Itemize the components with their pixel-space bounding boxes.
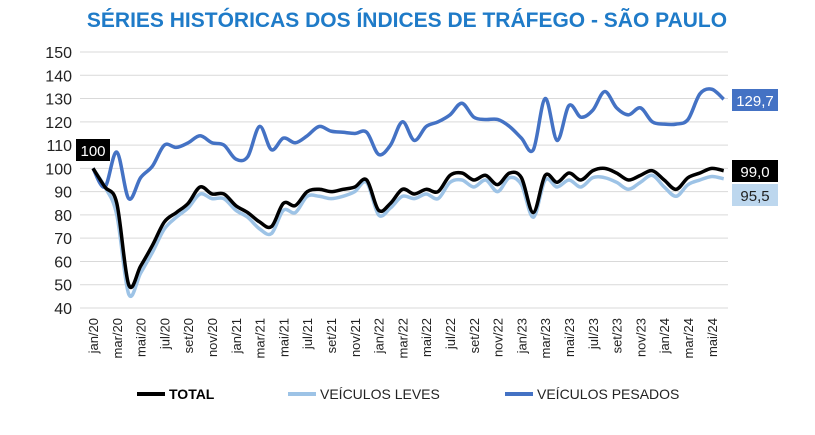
legend-label-pesados: VEÍCULOS PESADOS [537, 386, 679, 402]
legend: TOTAL VEÍCULOS LEVES VEÍCULOS PESADOS [137, 386, 679, 402]
legend-label-leves: VEÍCULOS LEVES [320, 386, 440, 402]
end-label-box [732, 160, 778, 182]
end-label: 99,0 [740, 164, 769, 181]
series-line-ve-culos-leves [91, 167, 725, 298]
chart-title: SÉRIES HISTÓRICAS DOS ÍNDICES DE TRÁFEGO… [87, 8, 727, 32]
start-label: 100 [80, 143, 105, 160]
y-tick-label: 110 [46, 138, 72, 155]
series-line-ve-culos-pesados [91, 87, 725, 201]
y-tick-label: 150 [45, 45, 72, 62]
x-tick-label: jul/22 [443, 318, 458, 350]
x-tick-label: nov/21 [348, 318, 363, 357]
end-label-box [732, 89, 778, 111]
y-tick-label: 60 [54, 254, 72, 271]
x-tick-label: mai/21 [276, 318, 291, 357]
legend-label-total: TOTAL [169, 386, 215, 402]
x-tick-label: jul/23 [586, 318, 601, 350]
series-line-total [91, 166, 725, 289]
x-tick-label: jan/22 [372, 318, 387, 354]
y-tick-label: 130 [45, 92, 72, 109]
x-tick-label: jan/23 [514, 318, 529, 354]
x-tick-label: jan/21 [229, 318, 244, 354]
x-tick-label: nov/22 [491, 318, 506, 357]
x-tick-label: jul/20 [157, 318, 172, 350]
x-tick-label: set/22 [467, 318, 482, 353]
y-tick-label: 90 [54, 185, 72, 202]
data-labels: 129,7 99,0 95,5 100 [76, 89, 778, 206]
x-tick-label: mai/20 [134, 318, 149, 357]
x-tick-label: mar/20 [110, 318, 125, 358]
x-tick-label: nov/23 [633, 318, 648, 357]
start-label-box [76, 139, 110, 161]
x-tick-label: mar/22 [395, 318, 410, 358]
y-tick-label: 50 [54, 278, 72, 295]
y-tick-label: 70 [54, 231, 72, 248]
end-label: 129,7 [736, 93, 774, 110]
x-tick-label: jan/20 [86, 318, 101, 354]
x-tick-label: mar/24 [681, 318, 696, 358]
y-tick-label: 100 [45, 161, 72, 178]
x-tick-label: jan/24 [657, 318, 672, 354]
x-tick-label: mar/21 [253, 318, 268, 358]
x-tick-label: mai/24 [705, 318, 720, 357]
y-tick-label: 40 [54, 301, 72, 318]
end-label-box [732, 184, 778, 206]
y-tick-label: 140 [45, 68, 72, 85]
x-tick-label: mai/23 [562, 318, 577, 357]
x-axis-ticks: jan/20 mar/20 mai/20 jul/20 set/20 nov/20 jan/… [86, 318, 720, 358]
x-tick-label: set/20 [181, 318, 196, 353]
end-label: 95,5 [740, 188, 769, 205]
y-tick-label: 80 [54, 208, 72, 225]
x-tick-label: mai/22 [419, 318, 434, 357]
y-tick-label: 120 [45, 115, 72, 132]
x-tick-label: set/21 [324, 318, 339, 353]
x-tick-label: mar/23 [538, 318, 553, 358]
x-tick-label: nov/20 [205, 318, 220, 357]
x-tick-label: set/23 [610, 318, 625, 353]
x-tick-label: jul/21 [300, 318, 315, 350]
series-lines [91, 87, 725, 298]
y-axis-ticks: 40 50 60 70 80 90 100 110 120 130 140 150 [45, 45, 72, 318]
